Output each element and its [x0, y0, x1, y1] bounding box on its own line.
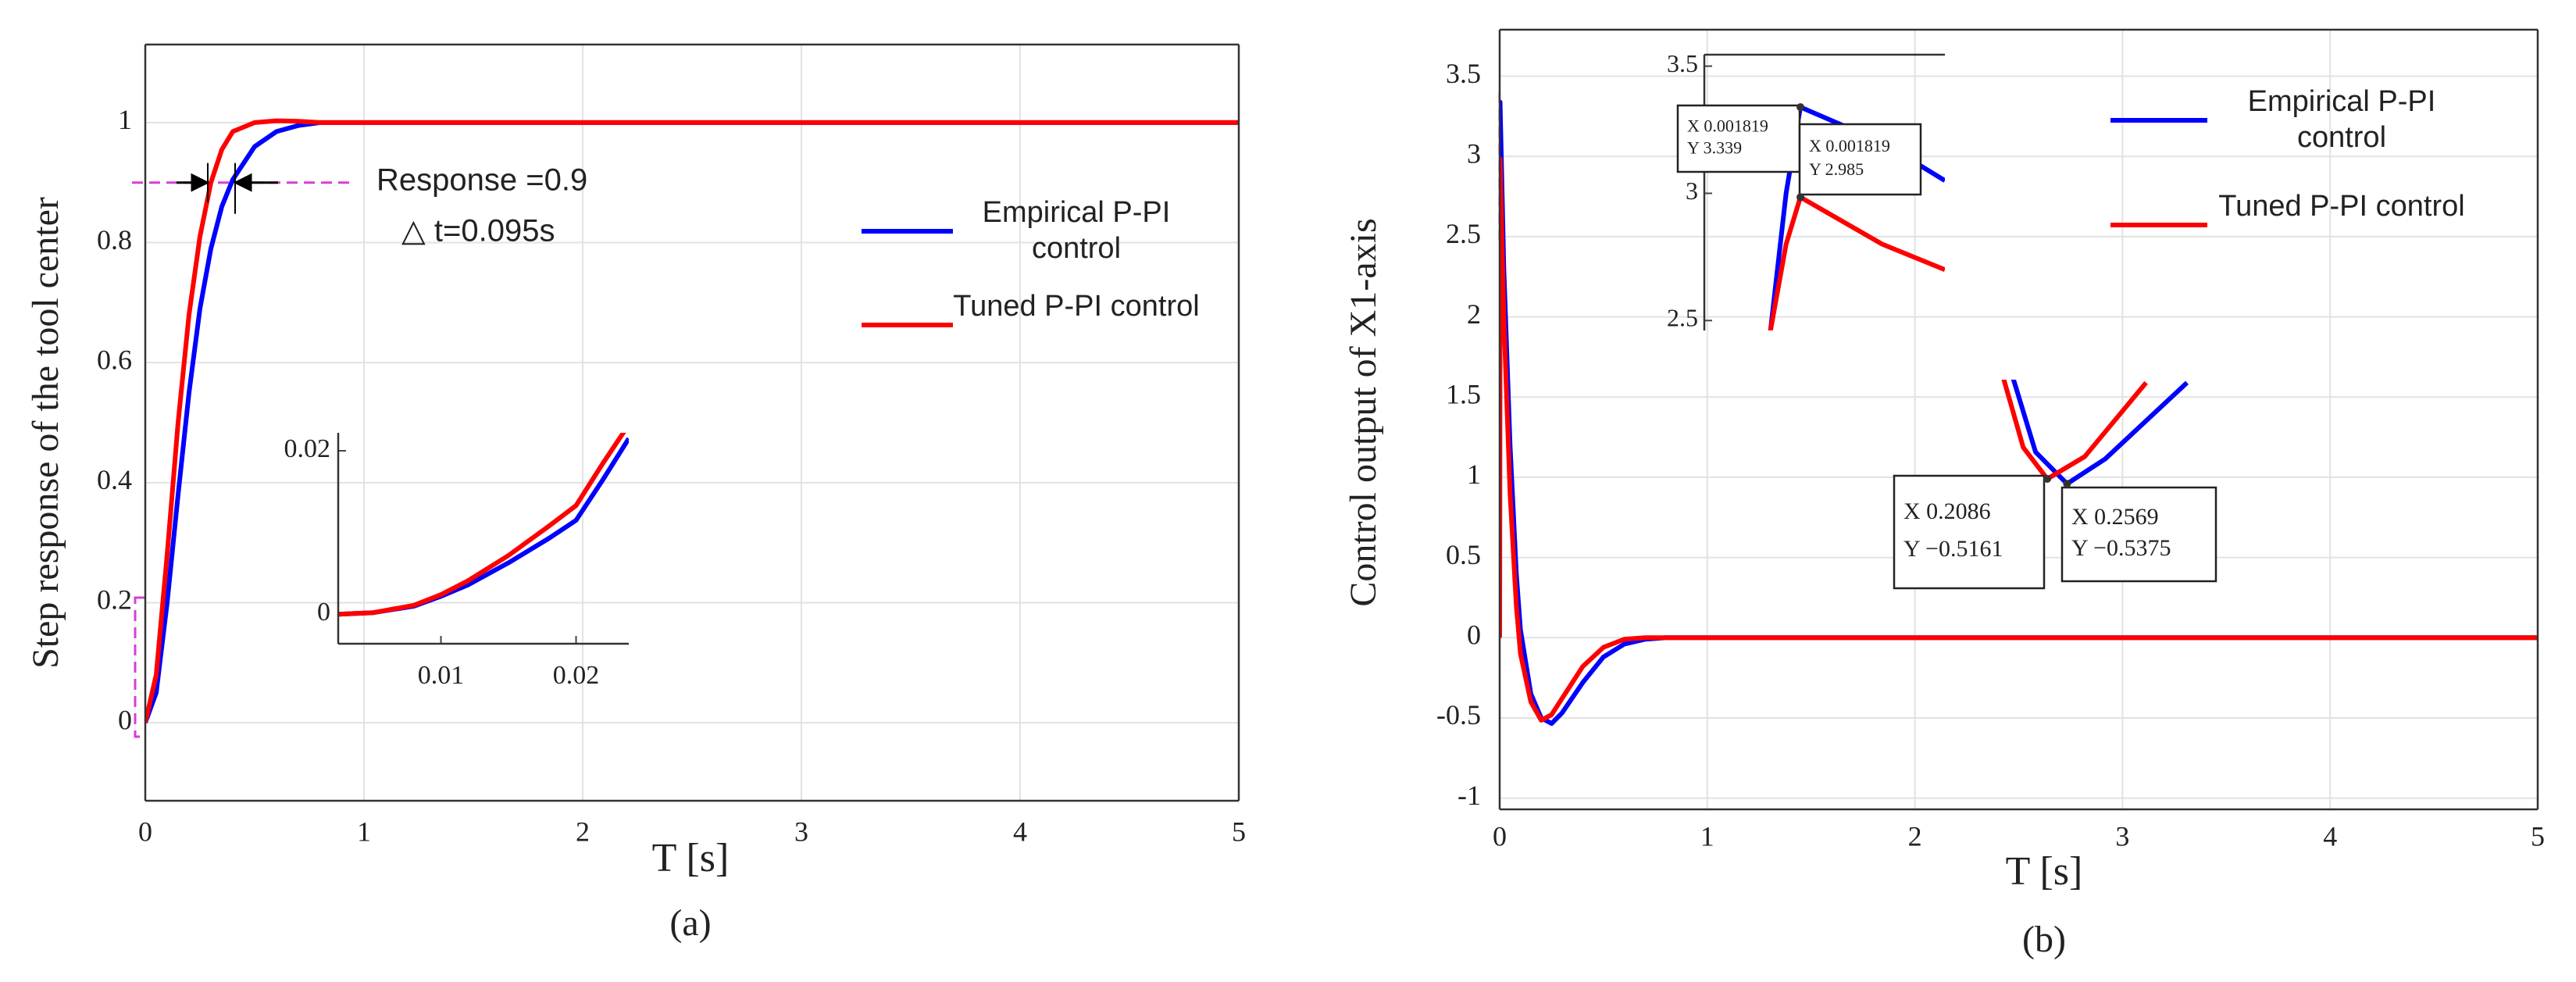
chart: -1 -0.5 0 0.5 1 1.5 2 2.5 3 3.5 0 1 2 3 4 5 T [s] Control…: [1343, 28, 2545, 960]
y-tick-label: 3.5: [1667, 49, 1698, 77]
datatip-label: Y −0.5375: [2071, 535, 2171, 561]
y-tick-label: -0.5: [1436, 699, 1481, 730]
chart: X 0.2086 Y −0.5161 X 0.2569 Y −0.5375: [1893, 380, 2217, 590]
x-tick-label: 0: [138, 816, 152, 847]
chart: 0 0.2 0.4 0.6 0.8 1 0 1 2 3 4 5 T [s] Step response o…: [25, 43, 1246, 944]
caption: (b): [2022, 919, 2066, 960]
x-tick-label: 3: [2115, 820, 2129, 852]
x-tick-label: 4: [2323, 820, 2337, 852]
x-tick-label: 2: [576, 816, 590, 847]
legend-label: Tuned P-PI control: [953, 290, 1200, 323]
datatip-marker: [1796, 103, 1805, 112]
x-tick-label: 1: [1700, 820, 1714, 852]
y-tick-label: 0: [118, 704, 132, 735]
y-tick-label: 0.2: [97, 584, 132, 616]
y-tick-label: 1.5: [1446, 379, 1481, 410]
datatip-label: Y 2.985: [1809, 159, 1864, 179]
y-tick-label: -1: [1457, 780, 1481, 811]
y-tick-label: 3: [1686, 177, 1698, 205]
x-tick-label: 5: [2531, 820, 2545, 852]
datatip-label: Y 3.339: [1687, 138, 1742, 158]
x-axis-label: T [s]: [652, 836, 730, 880]
y-tick-label: 1: [1467, 459, 1481, 490]
x-axis-label: T [s]: [2006, 849, 2083, 894]
y-tick-label: 0: [317, 598, 330, 627]
y-tick-label: 0.4: [97, 464, 132, 495]
y-tick-label: 2.5: [1667, 304, 1698, 332]
chart: 0 0.02 0.01 0.02: [284, 433, 629, 690]
x-tick-label: 0.01: [418, 661, 465, 690]
plot-area: [145, 45, 1239, 801]
legend-label: Tuned P-PI control: [2218, 190, 2465, 223]
y-tick-label: 2: [1467, 298, 1481, 330]
y-tick-label: 0.6: [97, 344, 132, 375]
y-tick-label: 0.5: [1446, 539, 1481, 570]
datatip-marker: [1796, 193, 1805, 202]
legend-label: Empirical P-PI control: [982, 196, 1171, 265]
y-axis-label: Step response of the tool center: [25, 197, 66, 669]
chart: 2.5 3 3.5 X 0.001819 Y 3.339 X 0.001819 Y 2.98…: [1667, 49, 1945, 332]
x-tick-label: 4: [1013, 816, 1027, 847]
y-tick-label: 0.02: [284, 434, 331, 463]
line-series: [145, 118, 1239, 723]
annotation: △ t=0.095s: [401, 214, 555, 248]
datatip-box: [2060, 486, 2217, 583]
annotation: Response =0.9: [376, 163, 587, 198]
x-tick-label: 5: [1232, 816, 1246, 847]
y-tick-label: 0.8: [97, 224, 132, 255]
y-tick-label: 3: [1467, 137, 1481, 169]
datatip-box: [1798, 123, 1922, 196]
datatip-marker: [2043, 474, 2052, 483]
datatip-box: [1893, 474, 2046, 590]
x-tick-label: 0: [1493, 820, 1507, 852]
y-axis-label: Control output of X1-axis: [1343, 218, 1384, 606]
x-tick-label: 2: [1908, 820, 1922, 852]
y-tick-label: 3.5: [1446, 58, 1481, 89]
line-series: [1500, 156, 2538, 723]
datatip-label: X 0.2569: [2071, 504, 2159, 530]
datatip-label: Y −0.5161: [1903, 536, 2003, 562]
plot-area: [1500, 30, 2538, 809]
datatip-label: X 0.001819: [1687, 116, 1768, 135]
datatip-label: X 0.2086: [1903, 498, 1991, 524]
datatip-marker: [2063, 480, 2071, 488]
x-tick-label: 0.02: [553, 661, 600, 690]
legend-label: Empirical P-PI control: [2247, 85, 2436, 154]
y-tick-label: 1: [118, 104, 132, 135]
caption: (a): [669, 902, 711, 944]
y-tick-label: 2.5: [1446, 218, 1481, 249]
x-tick-label: 3: [794, 816, 808, 847]
y-tick-label: 0: [1467, 620, 1481, 651]
datatip-label: X 0.001819: [1809, 136, 1890, 155]
line-series: [338, 433, 626, 617]
x-tick-label: 1: [357, 816, 371, 847]
